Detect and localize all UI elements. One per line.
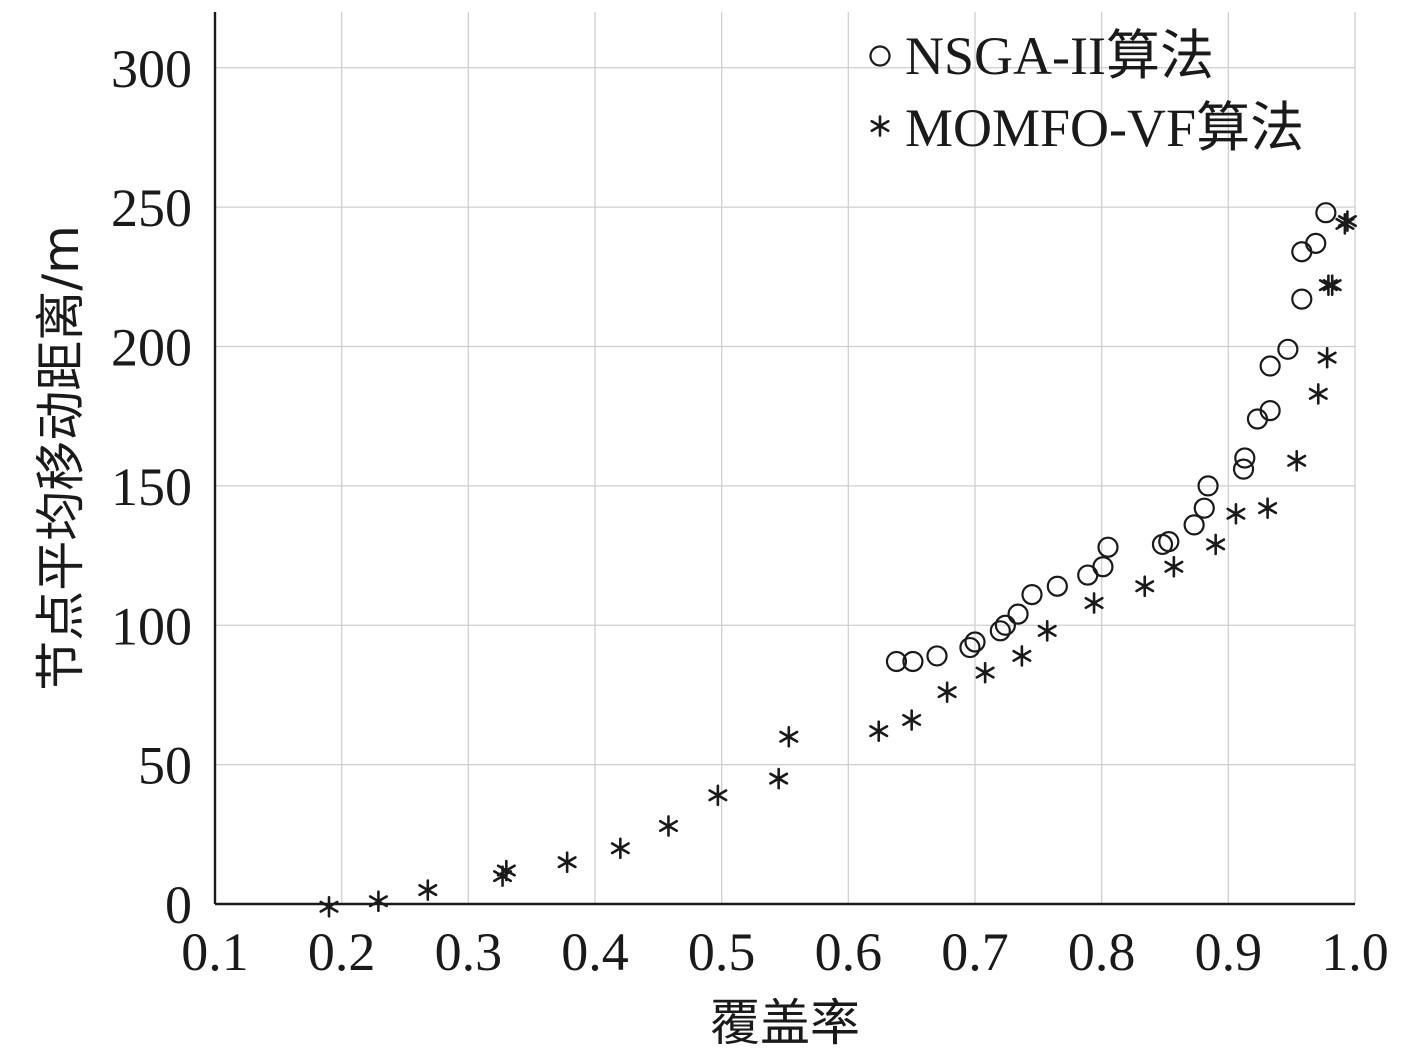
data-point-momfo-vf bbox=[496, 859, 516, 882]
x-tick-label: 1.0 bbox=[1321, 922, 1389, 982]
data-point-nsga-ii bbox=[1277, 338, 1299, 360]
data-point-nsga-ii bbox=[1193, 497, 1215, 519]
data-point-momfo-vf bbox=[557, 851, 577, 873]
data-point-momfo-vf bbox=[1258, 497, 1278, 519]
data-point-momfo-vf bbox=[1037, 620, 1057, 642]
data-point-nsga-ii bbox=[1291, 288, 1313, 310]
data-point-momfo-vf bbox=[1135, 575, 1155, 598]
data-point-momfo-vf bbox=[1308, 383, 1328, 405]
data-point-momfo-vf bbox=[1206, 533, 1226, 556]
x-tick-label: 0.9 bbox=[1195, 922, 1263, 982]
data-point-nsga-ii bbox=[1092, 556, 1114, 578]
data-point-nsga-ii bbox=[902, 650, 924, 673]
x-tick-label: 0.6 bbox=[815, 922, 883, 982]
y-tick-label: 100 bbox=[111, 596, 192, 656]
legend-marker-nsga-ii bbox=[869, 45, 891, 67]
data-point-momfo-vf bbox=[1287, 449, 1307, 472]
y-tick-label: 150 bbox=[111, 457, 192, 517]
data-point-nsga-ii bbox=[994, 614, 1017, 636]
x-tick-label: 0.5 bbox=[688, 922, 756, 982]
data-point-momfo-vf bbox=[1164, 555, 1184, 578]
x-tick-label: 0.3 bbox=[435, 922, 503, 982]
data-point-momfo-vf bbox=[658, 815, 678, 837]
data-point-nsga-ii bbox=[1046, 575, 1068, 597]
data-point-momfo-vf bbox=[869, 720, 889, 742]
data-point-momfo-vf bbox=[975, 661, 995, 684]
data-point-momfo-vf bbox=[1318, 274, 1338, 296]
y-tick-label: 50 bbox=[138, 736, 192, 796]
data-point-nsga-ii bbox=[885, 650, 908, 673]
data-point-momfo-vf bbox=[769, 767, 789, 790]
x-axis-title: 覆盖率 bbox=[710, 994, 860, 1052]
data-point-momfo-vf bbox=[937, 681, 957, 703]
x-tick-label: 0.8 bbox=[1068, 922, 1136, 982]
x-tick-labels: 0.1 0.2 0.3 0.4 0.5 0.6 0.7 0.8 0.9 1.0 bbox=[181, 922, 1389, 982]
y-axis-title: 节点平均移动距离/m bbox=[32, 225, 90, 691]
data-point-momfo-vf bbox=[779, 725, 799, 748]
data-point-momfo-vf bbox=[319, 895, 339, 918]
data-point-momfo-vf bbox=[1084, 592, 1104, 614]
data-point-nsga-ii bbox=[1232, 458, 1255, 480]
data-point-nsga-ii bbox=[1234, 447, 1256, 469]
data-point-momfo-vf bbox=[1226, 502, 1246, 525]
data-point-momfo-vf bbox=[902, 709, 922, 731]
legend-circle-marker bbox=[869, 45, 891, 67]
data-point-nsga-ii bbox=[1183, 514, 1205, 536]
data-point-nsga-ii bbox=[959, 636, 981, 659]
data-point-nsga-ii bbox=[1305, 232, 1327, 254]
data-point-nsga-ii bbox=[1291, 241, 1313, 263]
axes bbox=[213, 12, 1355, 906]
data-point-momfo-vf bbox=[1317, 346, 1337, 369]
y-tick-labels: 0 50 100 150 200 250 300 bbox=[111, 39, 192, 935]
y-tick-label: 0 bbox=[165, 875, 192, 935]
data-point-nsga-ii bbox=[1259, 400, 1281, 422]
data-point-momfo-vf bbox=[610, 837, 630, 860]
x-tick-label: 0.4 bbox=[561, 922, 629, 982]
data-point-momfo-vf bbox=[368, 890, 388, 913]
data-point-nsga-ii bbox=[1007, 603, 1029, 625]
data-point-nsga-ii bbox=[1197, 475, 1219, 497]
legend-star-marker bbox=[870, 115, 890, 137]
legend-label-momfo-vf: MOMFO-VF算法 bbox=[905, 98, 1304, 158]
data-point-nsga-ii bbox=[964, 631, 986, 653]
legend-marker-momfo-vf bbox=[870, 115, 890, 137]
data-point-nsga-ii bbox=[1259, 355, 1281, 377]
data-point-nsga-ii bbox=[1097, 536, 1119, 558]
legend-label-nsga-ii: NSGA-II算法 bbox=[905, 26, 1214, 86]
y-tick-label: 200 bbox=[111, 318, 192, 378]
y-tick-label: 300 bbox=[111, 39, 192, 99]
data-point-momfo-vf bbox=[708, 784, 728, 807]
data-point-momfo-vf bbox=[418, 879, 438, 901]
data-point-momfo-vf bbox=[1337, 210, 1357, 232]
data-point-nsga-ii bbox=[1315, 202, 1337, 224]
data-points bbox=[319, 202, 1357, 918]
data-point-nsga-ii bbox=[926, 645, 948, 667]
legend: NSGA-II算法 MOMFO-VF算法 bbox=[869, 26, 1304, 158]
x-tick-label: 0.1 bbox=[181, 922, 249, 982]
y-tick-label: 250 bbox=[111, 178, 192, 238]
x-tick-label: 0.7 bbox=[941, 922, 1009, 982]
data-point-momfo-vf bbox=[1012, 645, 1032, 667]
data-point-momfo-vf bbox=[1322, 274, 1342, 296]
x-tick-label: 0.2 bbox=[308, 922, 376, 982]
data-point-nsga-ii bbox=[1158, 531, 1180, 553]
data-point-nsga-ii bbox=[989, 620, 1011, 642]
data-point-nsga-ii bbox=[1021, 583, 1043, 606]
